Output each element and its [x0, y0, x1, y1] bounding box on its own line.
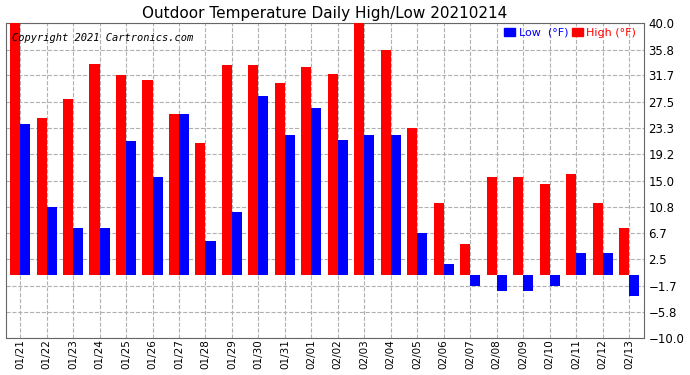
- Bar: [37, 118, 47, 275]
- Bar: [328, 74, 338, 275]
- Bar: [602, 253, 613, 275]
- Bar: [619, 228, 629, 275]
- Bar: [434, 203, 444, 275]
- Bar: [20, 124, 30, 275]
- Bar: [285, 135, 295, 275]
- Bar: [381, 50, 391, 275]
- Bar: [302, 67, 311, 275]
- Bar: [444, 264, 454, 275]
- Bar: [407, 128, 417, 275]
- Legend: Low  (°F), High (°F): Low (°F), High (°F): [502, 26, 638, 40]
- Bar: [460, 244, 471, 275]
- Bar: [364, 135, 375, 275]
- Bar: [99, 228, 110, 275]
- Bar: [513, 177, 523, 275]
- Bar: [10, 23, 20, 275]
- Bar: [566, 174, 576, 275]
- Bar: [259, 96, 268, 275]
- Bar: [169, 114, 179, 275]
- Bar: [222, 65, 232, 275]
- Bar: [338, 140, 348, 275]
- Bar: [629, 275, 639, 296]
- Bar: [47, 207, 57, 275]
- Bar: [486, 177, 497, 275]
- Bar: [417, 233, 427, 275]
- Bar: [523, 275, 533, 291]
- Bar: [152, 177, 163, 275]
- Title: Outdoor Temperature Daily High/Low 20210214: Outdoor Temperature Daily High/Low 20210…: [142, 6, 507, 21]
- Bar: [275, 83, 285, 275]
- Bar: [311, 108, 322, 275]
- Bar: [142, 80, 152, 275]
- Bar: [391, 135, 401, 275]
- Bar: [354, 23, 364, 275]
- Bar: [116, 75, 126, 275]
- Bar: [550, 275, 560, 286]
- Bar: [195, 143, 206, 275]
- Bar: [471, 275, 480, 286]
- Text: Copyright 2021 Cartronics.com: Copyright 2021 Cartronics.com: [12, 33, 193, 43]
- Bar: [90, 64, 99, 275]
- Bar: [593, 203, 602, 275]
- Bar: [232, 212, 242, 275]
- Bar: [248, 65, 259, 275]
- Bar: [73, 228, 83, 275]
- Bar: [179, 114, 189, 275]
- Bar: [576, 253, 586, 275]
- Bar: [540, 184, 550, 275]
- Bar: [63, 99, 73, 275]
- Bar: [206, 240, 215, 275]
- Bar: [126, 141, 136, 275]
- Bar: [497, 275, 507, 291]
